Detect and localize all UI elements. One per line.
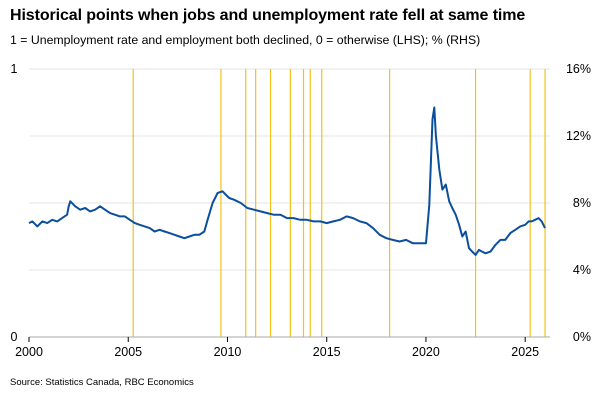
x-tick-label: 2015 xyxy=(313,345,341,359)
indicator-bars xyxy=(132,69,546,337)
left-tick-label: 1 xyxy=(11,62,18,76)
right-tick-label: 0% xyxy=(573,330,591,344)
left-tick-label: 0 xyxy=(11,330,18,344)
source-note: Source: Statistics Canada, RBC Economics xyxy=(10,377,194,388)
x-tick-label: 2000 xyxy=(15,345,43,359)
right-tick-label: 16% xyxy=(566,62,591,76)
chart-subtitle: 1 = Unemployment rate and employment bot… xyxy=(10,33,481,47)
x-tick-label: 2010 xyxy=(214,345,242,359)
right-tick-label: 4% xyxy=(573,263,591,277)
x-tick-label: 2025 xyxy=(511,345,539,359)
x-tick-label: 2005 xyxy=(114,345,142,359)
axes: 2000 2005 2010 2015 2020 2025 0 1 0% 4% 8% 12% 16% xyxy=(11,62,591,359)
gridlines xyxy=(29,68,550,271)
unemployment-rate-line xyxy=(28,106,546,256)
right-tick-label: 12% xyxy=(566,129,591,143)
x-tick-label: 2020 xyxy=(412,345,440,359)
right-tick-label: 8% xyxy=(573,196,591,210)
chart-title: Historical points when jobs and unemploy… xyxy=(10,7,526,24)
